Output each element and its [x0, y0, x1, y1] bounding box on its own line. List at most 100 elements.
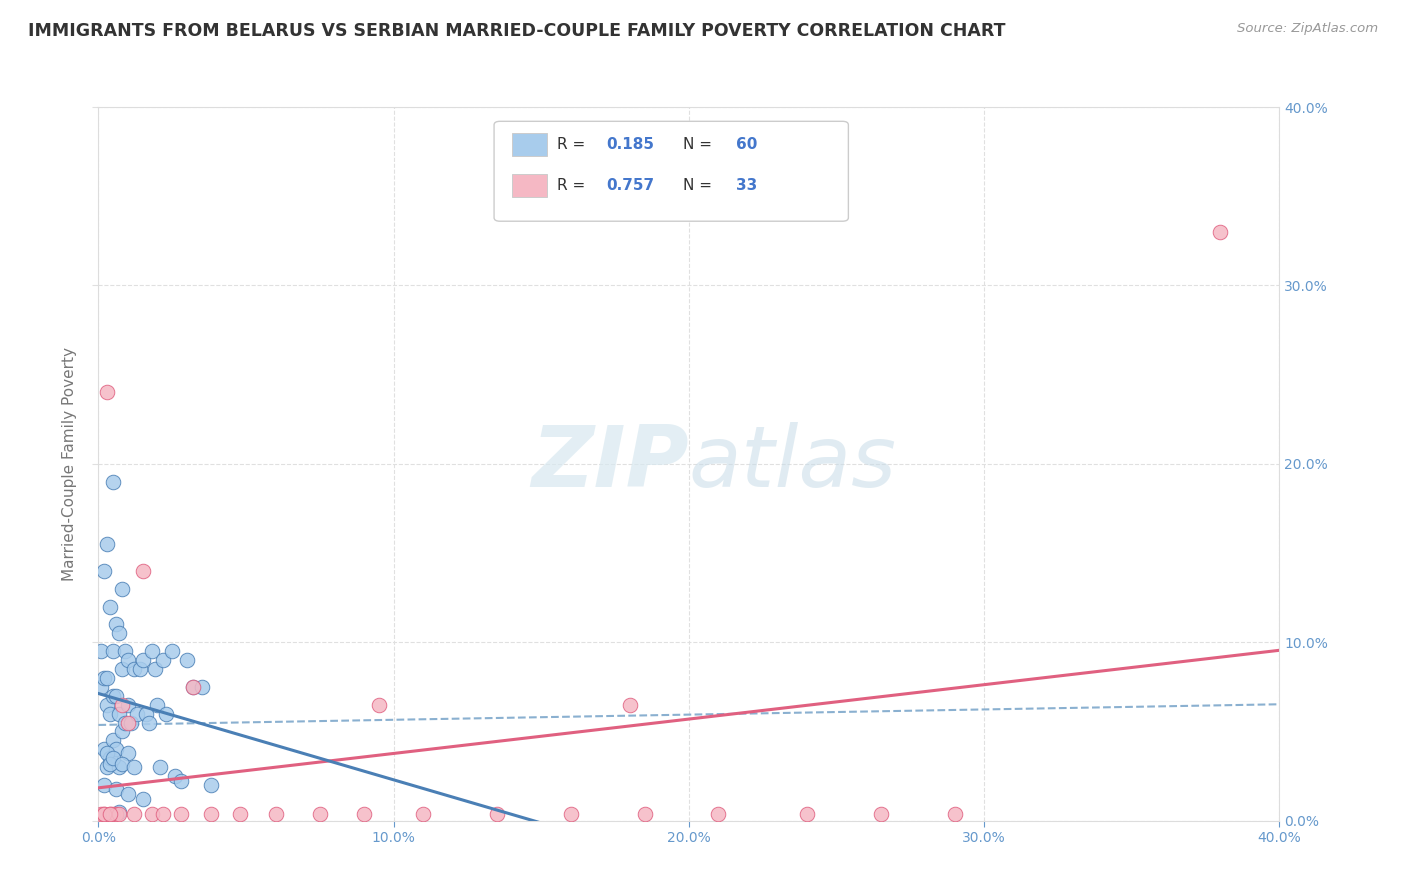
Point	[152, 653, 174, 667]
Point	[105, 617, 128, 632]
Text: N =: N =	[683, 136, 717, 152]
Point	[125, 706, 148, 721]
Point	[111, 724, 134, 739]
Point	[105, 781, 128, 796]
Text: 0.757: 0.757	[606, 178, 654, 193]
Point	[149, 760, 172, 774]
Point	[108, 706, 131, 721]
Point	[132, 653, 155, 667]
Point	[98, 806, 121, 821]
Point	[96, 746, 118, 760]
Point	[132, 792, 155, 806]
Point	[103, 475, 125, 489]
Point	[176, 653, 198, 667]
Text: Source: ZipAtlas.com: Source: ZipAtlas.com	[1237, 22, 1378, 36]
Point	[111, 582, 134, 596]
Point	[96, 698, 118, 712]
Point	[132, 564, 155, 578]
Point	[120, 715, 142, 730]
Point	[141, 806, 163, 821]
Point	[122, 662, 145, 676]
Point	[98, 599, 121, 614]
Point	[105, 689, 128, 703]
Text: 33: 33	[737, 178, 758, 193]
Point	[96, 760, 118, 774]
Point	[111, 698, 134, 712]
Point	[93, 564, 115, 578]
Text: R =: R =	[557, 178, 589, 193]
FancyBboxPatch shape	[512, 133, 547, 155]
Point	[191, 680, 214, 694]
Point	[1209, 225, 1232, 239]
Point	[633, 806, 655, 821]
Point	[200, 778, 222, 792]
Text: ZIP: ZIP	[531, 422, 689, 506]
Point	[96, 385, 118, 400]
Point	[98, 806, 121, 821]
Point	[170, 774, 193, 789]
Point	[353, 806, 375, 821]
Point	[412, 806, 434, 821]
Point	[93, 806, 115, 821]
Text: atlas: atlas	[689, 422, 897, 506]
Point	[103, 751, 125, 765]
Point	[117, 746, 139, 760]
Point	[117, 787, 139, 801]
Point	[103, 644, 125, 658]
Point	[229, 806, 252, 821]
Point	[108, 805, 131, 819]
Point	[368, 698, 391, 712]
Point	[170, 806, 193, 821]
Point	[707, 806, 730, 821]
FancyBboxPatch shape	[512, 174, 547, 197]
Point	[309, 806, 332, 821]
Point	[181, 680, 204, 694]
Point	[181, 680, 204, 694]
Point	[90, 644, 112, 658]
Point	[165, 769, 187, 783]
Point	[155, 706, 177, 721]
Point	[200, 806, 222, 821]
Point	[122, 806, 145, 821]
Point	[108, 760, 131, 774]
Point	[93, 671, 115, 685]
Point	[90, 806, 112, 821]
Point	[560, 806, 582, 821]
Point	[98, 756, 121, 771]
Point	[98, 751, 121, 765]
Point	[96, 671, 118, 685]
Point	[619, 698, 641, 712]
Point	[93, 806, 115, 821]
Point	[93, 742, 115, 756]
Point	[96, 537, 118, 551]
Point	[486, 806, 509, 821]
Point	[162, 644, 183, 658]
Point	[93, 778, 115, 792]
Point	[264, 806, 287, 821]
Text: N =: N =	[683, 178, 717, 193]
Point	[103, 689, 125, 703]
Point	[128, 662, 150, 676]
Text: 60: 60	[737, 136, 758, 152]
Point	[135, 706, 157, 721]
Point	[105, 806, 128, 821]
Point	[108, 626, 131, 640]
Point	[141, 644, 163, 658]
Point	[114, 715, 136, 730]
Point	[138, 715, 160, 730]
Point	[111, 756, 134, 771]
Legend: Immigrants from Belarus, Serbians: Immigrants from Belarus, Serbians	[512, 889, 866, 892]
Point	[103, 733, 125, 747]
Point	[117, 715, 139, 730]
Point	[114, 644, 136, 658]
Point	[122, 760, 145, 774]
Point	[90, 680, 112, 694]
Text: 0.185: 0.185	[606, 136, 654, 152]
Point	[152, 806, 174, 821]
Text: IMMIGRANTS FROM BELARUS VS SERBIAN MARRIED-COUPLE FAMILY POVERTY CORRELATION CHA: IMMIGRANTS FROM BELARUS VS SERBIAN MARRI…	[28, 22, 1005, 40]
Point	[108, 806, 131, 821]
Point	[111, 662, 134, 676]
Point	[869, 806, 891, 821]
Point	[105, 742, 128, 756]
Point	[796, 806, 818, 821]
